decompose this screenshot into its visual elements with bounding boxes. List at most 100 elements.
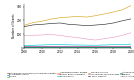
Rheumatoid Arthritis [104,47,105,48]
Autoimmune Liver Disease/Autoimmune Hepatitis [41,46,43,47]
Autoimmune Thyroid Disease [95,46,96,47]
Other Autoimmune Disease [131,32,132,33]
Inflammatory Bowel Disease [59,17,61,18]
Autoimmune Thyroid Disease [50,46,52,47]
Line: Celiac Disease: Celiac Disease [24,44,131,46]
Legend: Autoimmune Liver Disease/Autoimmune Hepatitis, Rheumatoid Arthritis, Psoriasis, : Autoimmune Liver Disease/Autoimmune Hepa… [7,72,134,77]
Other Autoimmune Disease [50,34,52,35]
Antiphospholipid Syndrome [59,47,61,48]
Celiac Disease [23,45,25,46]
Autoimmune Liver Disease/Autoimmune Hepatitis [131,46,132,47]
Psoriasis [23,47,25,48]
Antiphospholipid Syndrome [41,47,43,48]
Autoimmune Liver Disease/Autoimmune Hepatitis [32,46,34,47]
Other Autoimmune Disease [59,35,61,36]
Y-axis label: Number of Grants: Number of Grants [12,14,16,38]
Type 1 Diabetes [113,22,114,23]
Inflammatory Bowel Disease [104,13,105,14]
Autoimmune Liver Disease/Autoimmune Hepatitis [113,46,114,47]
Antiphospholipid Syndrome [104,47,105,48]
Inflammatory Bowel Disease [50,19,52,20]
Autoimmune Liver Disease/Autoimmune Hepatitis [86,46,88,47]
Psoriasis [41,47,43,48]
Line: Inflammatory Bowel Disease: Inflammatory Bowel Disease [24,5,131,25]
Inflammatory Bowel Disease [122,9,123,10]
Type 1 Diabetes [50,23,52,24]
Autoimmune Thyroid Disease [59,46,61,47]
Celiac Disease [32,45,34,46]
Sjogren's [122,47,123,48]
Other Autoimmune Disease [41,34,43,35]
Celiac Disease [104,44,105,45]
Celiac Disease [131,44,132,45]
Psoriasis [95,47,96,48]
Type 1 Diabetes [68,24,70,25]
Autoimmune Liver Disease/Autoimmune Hepatitis [50,46,52,47]
Autoimmune Thyroid Disease [113,46,114,47]
Primary Biliary Cholangitis [95,46,96,47]
Multiple Sclerosis [131,46,132,47]
Psoriasis [77,47,79,48]
Psoriasis [131,47,132,48]
Multiple Sclerosis [86,47,88,48]
Inflammatory Bowel Disease [68,17,70,18]
Other Autoimmune Disease [104,38,105,39]
Type 1 Diabetes [23,26,25,27]
Antiphospholipid Syndrome [32,47,34,48]
Primary Biliary Cholangitis [86,46,88,47]
Autoimmune Thyroid Disease [77,46,79,47]
Type 1 Diabetes [32,24,34,25]
Multiple Sclerosis [41,46,43,47]
Sjogren's [131,47,132,48]
Other Autoimmune Disease [77,37,79,38]
Other Autoimmune Disease [86,39,88,40]
Primary Biliary Cholangitis [68,46,70,47]
Rheumatoid Arthritis [131,47,132,48]
Other Autoimmune Disease [68,36,70,37]
Multiple Sclerosis [23,47,25,48]
Celiac Disease [86,45,88,46]
Celiac Disease [41,44,43,45]
Autoimmune Liver Disease/Autoimmune Hepatitis [95,47,96,48]
Multiple Sclerosis [122,46,123,47]
Psoriasis [59,47,61,48]
Autoimmune Liver Disease/Autoimmune Hepatitis [59,46,61,47]
Type 1 Diabetes [41,24,43,25]
Celiac Disease [122,44,123,45]
Multiple Sclerosis [113,47,114,48]
Antiphospholipid Syndrome [77,47,79,48]
Psoriasis [104,47,105,48]
Celiac Disease [113,44,114,45]
Autoimmune Liver Disease/Autoimmune Hepatitis [77,46,79,47]
Antiphospholipid Syndrome [50,47,52,48]
Inflammatory Bowel Disease [95,15,96,16]
Autoimmune Thyroid Disease [104,46,105,47]
Other Autoimmune Disease [32,35,34,36]
Sjogren's [113,47,114,48]
Multiple Sclerosis [68,47,70,48]
Multiple Sclerosis [50,46,52,47]
Line: Primary Biliary Cholangitis: Primary Biliary Cholangitis [24,46,131,47]
Autoimmune Thyroid Disease [41,46,43,47]
Sjogren's [104,47,105,48]
Rheumatoid Arthritis [41,47,43,48]
Multiple Sclerosis [77,47,79,48]
Rheumatoid Arthritis [86,47,88,48]
Autoimmune Thyroid Disease [68,46,70,47]
Psoriasis [50,47,52,48]
Primary Biliary Cholangitis [122,46,123,47]
Sjogren's [23,47,25,48]
Autoimmune Thyroid Disease [23,46,25,47]
Type 1 Diabetes [86,25,88,26]
Antiphospholipid Syndrome [113,47,114,48]
Psoriasis [68,47,70,48]
Autoimmune Thyroid Disease [86,46,88,47]
Inflammatory Bowel Disease [131,5,132,6]
Primary Biliary Cholangitis [59,46,61,47]
Primary Biliary Cholangitis [50,46,52,47]
Psoriasis [86,47,88,48]
Psoriasis [32,47,34,48]
Line: Sjogren's: Sjogren's [24,47,131,48]
Primary Biliary Cholangitis [131,46,132,47]
Multiple Sclerosis [59,46,61,47]
